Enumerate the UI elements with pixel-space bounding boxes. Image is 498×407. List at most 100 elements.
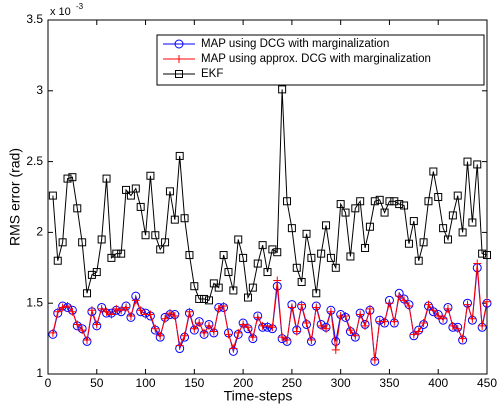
marker-square bbox=[268, 245, 277, 254]
marker-square bbox=[190, 282, 199, 291]
marker-square bbox=[473, 160, 482, 169]
marker-square bbox=[317, 249, 326, 258]
marker-square bbox=[419, 238, 428, 247]
marker-plus bbox=[209, 327, 218, 336]
marker-square bbox=[312, 289, 321, 298]
marker-plus bbox=[48, 328, 57, 337]
marker-plus bbox=[83, 336, 92, 345]
marker-plus bbox=[263, 321, 272, 330]
x-tick-label: 450 bbox=[477, 376, 497, 390]
marker-square bbox=[439, 224, 448, 233]
marker-plus bbox=[443, 304, 452, 313]
marker-plus bbox=[78, 326, 87, 335]
x-tick-label: 50 bbox=[90, 376, 104, 390]
legend-label: MAP using approx. DCG with marginalizati… bbox=[201, 53, 431, 65]
marker-square bbox=[78, 238, 87, 247]
marker-square bbox=[73, 204, 82, 213]
marker-square bbox=[175, 151, 184, 160]
marker-plus bbox=[463, 300, 472, 309]
marker-square bbox=[102, 174, 111, 183]
marker-square bbox=[331, 263, 340, 272]
marker-plus bbox=[190, 324, 199, 333]
marker-plus bbox=[424, 300, 433, 309]
marker-plus bbox=[131, 296, 140, 305]
marker-plus bbox=[322, 324, 331, 333]
marker-plus bbox=[448, 321, 457, 330]
marker-plus bbox=[175, 341, 184, 350]
marker-plus bbox=[117, 306, 126, 315]
marker-square bbox=[146, 171, 155, 180]
marker-plus bbox=[390, 317, 399, 326]
y-multiplier-exponent: -3 bbox=[76, 2, 84, 11]
marker-plus bbox=[102, 307, 111, 316]
marker-square bbox=[263, 268, 272, 277]
marker-plus bbox=[165, 309, 174, 318]
marker-square bbox=[92, 268, 101, 277]
legend-box bbox=[156, 34, 485, 86]
marker-plus bbox=[409, 330, 418, 339]
marker-plus bbox=[73, 320, 82, 329]
x-tick-label: 250 bbox=[282, 376, 302, 390]
marker-square bbox=[87, 270, 96, 279]
marker-square bbox=[443, 235, 452, 244]
marker-plus bbox=[175, 55, 183, 63]
y-axis-label: RMS error (rad) bbox=[7, 148, 23, 246]
marker-plus bbox=[404, 302, 413, 311]
marker-plus bbox=[326, 307, 335, 316]
marker-plus bbox=[297, 300, 306, 309]
marker-square bbox=[307, 253, 316, 262]
marker-plus bbox=[234, 328, 243, 337]
marker-plus bbox=[351, 331, 360, 340]
y-tick-label: 1.5 bbox=[26, 295, 43, 309]
marker-plus bbox=[248, 333, 257, 342]
marker-square bbox=[458, 228, 467, 237]
marker-plus bbox=[156, 331, 165, 340]
y-tick-label: 1 bbox=[36, 366, 43, 380]
marker-square bbox=[97, 235, 106, 244]
marker-square bbox=[361, 243, 370, 252]
marker-square bbox=[136, 202, 145, 211]
marker-square bbox=[302, 229, 311, 238]
marker-square bbox=[234, 235, 243, 244]
marker-plus bbox=[414, 327, 423, 336]
marker-plus bbox=[292, 327, 301, 336]
marker-plus bbox=[185, 307, 194, 316]
marker-plus bbox=[92, 320, 101, 329]
marker-plus bbox=[439, 314, 448, 323]
marker-square bbox=[165, 187, 174, 196]
marker-square bbox=[204, 296, 213, 305]
marker-plus bbox=[400, 296, 409, 305]
marker-square bbox=[395, 200, 404, 209]
marker-square bbox=[380, 208, 389, 217]
marker-plus bbox=[229, 344, 238, 353]
y-tick-label: 2.5 bbox=[26, 154, 43, 168]
marker-plus bbox=[126, 311, 135, 320]
marker-plus bbox=[361, 321, 370, 330]
x-axis-label: Time-steps bbox=[224, 388, 293, 404]
marker-square bbox=[58, 238, 67, 247]
marker-square bbox=[356, 197, 365, 206]
marker-plus bbox=[380, 317, 389, 326]
marker-square bbox=[63, 174, 72, 183]
marker-plus bbox=[239, 320, 248, 329]
marker-square bbox=[434, 193, 443, 201]
marker-square bbox=[185, 251, 194, 260]
marker-square bbox=[409, 217, 418, 226]
marker-plus bbox=[204, 321, 213, 330]
marker-square bbox=[112, 249, 121, 258]
marker-plus bbox=[68, 307, 77, 316]
x-tick-label: 300 bbox=[331, 376, 351, 390]
marker-plus bbox=[224, 330, 233, 339]
marker-square bbox=[390, 197, 399, 206]
marker-plus bbox=[63, 302, 72, 311]
marker-plus bbox=[97, 304, 106, 313]
marker-square bbox=[424, 197, 433, 206]
marker-square bbox=[180, 214, 189, 223]
marker-plus bbox=[419, 319, 428, 328]
marker-square bbox=[117, 249, 126, 258]
marker-square bbox=[429, 167, 438, 176]
marker-square bbox=[278, 85, 287, 94]
marker-plus bbox=[253, 313, 262, 322]
marker-plus bbox=[58, 303, 67, 312]
